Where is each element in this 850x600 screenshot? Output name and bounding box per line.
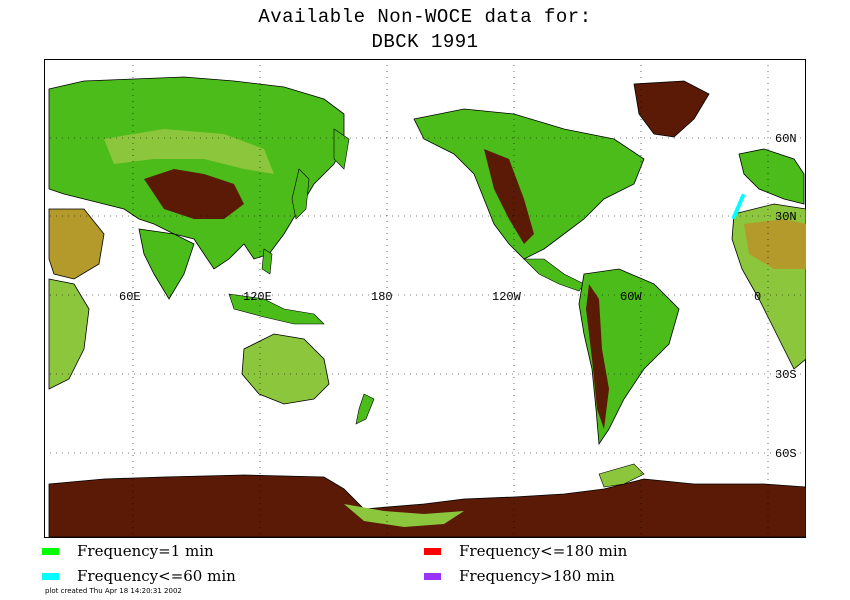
asia-upland [104,129,274,174]
rockies-mountains [484,149,534,244]
lon-label-180: 180 [371,290,393,304]
lat-label-30s: 30S [775,368,797,382]
lat-label-60n: 60N [775,132,797,146]
tibet-plateau [144,169,244,219]
legend-label: Frequency>180 min [459,567,615,585]
lon-label-60e: 60E [119,290,141,304]
graticule [44,59,806,538]
europe-land [738,148,805,205]
lat-label-60s: 60S [775,447,797,461]
legend-label: Frequency<=60 min [77,567,236,585]
lon-label-120e: 120E [243,290,272,304]
world-map: 60E 120E 180 120W 60W 0 60N 30N 30S 60S [44,59,806,538]
data-track-cyan [732,194,745,219]
map-title: Available Non-WOCE data for: [258,6,592,28]
legend-label: Frequency=1 min [77,542,214,560]
latitude-labels: 60N 30N 30S 60S [775,132,797,461]
lon-label-120w: 120W [492,290,522,304]
greenland-land [633,80,710,138]
central-america-land [523,258,585,292]
landmasses [48,76,806,538]
map-subtitle: DBCK 1991 [371,31,479,53]
plot-timestamp: plot created Thu Apr 18 14:20:31 2002 [45,587,182,595]
arabia-land [48,208,105,280]
legend-swatch [424,548,441,555]
kamchatka [333,128,350,170]
legend-swatch [424,573,441,580]
indonesia-land [228,293,325,325]
australia-land [241,333,330,405]
legend-swatch [42,573,59,580]
east-africa-land [48,278,90,390]
ross-shelf-lowland [344,504,464,527]
japan-land [291,168,310,220]
sahara-upland [744,219,806,269]
philippines-land [261,248,273,275]
lat-label-30n: 30N [775,210,797,224]
antarctic-peninsula [598,463,645,488]
legend-label: Frequency<=180 min [459,542,628,560]
legend-swatch [42,548,59,555]
andes-mountains [586,284,609,429]
antarctica-land [48,474,806,538]
india-land [138,228,195,300]
longitude-labels: 60E 120E 180 120W 60W 0 [119,290,761,304]
lon-label-0: 0 [754,290,761,304]
north-america-land [413,108,645,260]
lon-label-60w: 60W [620,290,642,304]
new-zealand-land [355,393,375,425]
